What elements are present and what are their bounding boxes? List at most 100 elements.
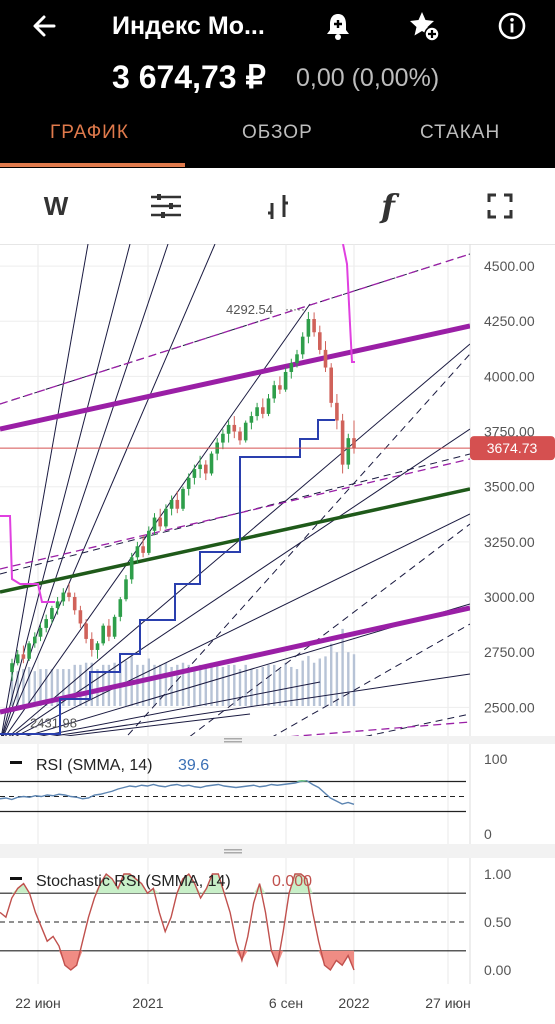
dashed-channel-line (179, 523, 470, 744)
time-tick-label: 6 сен (269, 995, 303, 1011)
volume-bar (278, 669, 282, 706)
candle-body (346, 438, 351, 465)
price-tick-label: 4500.00 (484, 258, 535, 274)
candle-body (283, 371, 288, 390)
app-header: Индекс Мо... 3 674,73 ₽ 0,00 (0,00%) ГРА… (0, 0, 555, 168)
purple-dashed-line (0, 253, 470, 405)
candle-body (90, 638, 94, 650)
indicators-button[interactable] (146, 186, 186, 226)
price-tick-label: 3000.00 (484, 589, 535, 605)
function-icon: f (381, 187, 395, 225)
volume-bar (62, 669, 65, 706)
pane-separator[interactable] (0, 736, 555, 744)
fan-line (0, 673, 470, 744)
time-tick-label: 2021 (132, 995, 163, 1011)
pane-separator[interactable] (0, 844, 555, 858)
candle-body (181, 488, 185, 509)
price-axis: 4500.00 4250.00 4000.00 3750.00 3500.00 3250.… (484, 258, 535, 715)
purple-dashed-line (0, 458, 470, 570)
candle-body (164, 508, 168, 527)
candle-body (198, 464, 202, 470)
candle-body (38, 627, 43, 637)
candle-body (255, 407, 259, 417)
price-change: 0,00 (0,00%) (296, 64, 440, 92)
candle-body (261, 407, 265, 414)
candle-body (158, 517, 162, 527)
volume-bar (312, 662, 316, 706)
candle-body (61, 592, 66, 602)
price-chart[interactable]: 3674.73 4292.54 2431.98 4500.00 4250.00 40… (0, 244, 555, 1024)
info-icon[interactable] (494, 8, 530, 44)
candle-body (329, 367, 333, 403)
candle-body (289, 363, 294, 372)
volume-bar (295, 669, 299, 706)
page-title: Индекс Мо... (112, 12, 265, 40)
volume-bar (250, 669, 253, 706)
candle-body (272, 385, 276, 399)
rsi-tick-label: 0 (484, 826, 492, 842)
tab-order-book[interactable]: СТАКАН (420, 122, 501, 143)
chart-type-button[interactable] (258, 186, 298, 226)
candle-body (50, 608, 54, 620)
volume-bar (307, 655, 310, 706)
star-add-icon[interactable] (406, 8, 442, 44)
candle-body (101, 625, 105, 644)
candle-body (72, 597, 77, 611)
volume-bar (67, 669, 71, 706)
price-tick-label: 2750.00 (484, 644, 535, 660)
volume-bar (221, 666, 225, 706)
interval-icon: W (43, 190, 69, 221)
fan-line (0, 343, 470, 744)
candle-body (323, 349, 328, 368)
volume-bar (238, 669, 242, 706)
chart-type-icon (268, 195, 288, 219)
candle-body (249, 416, 254, 423)
candle-body (118, 599, 123, 617)
interval-button[interactable]: W (36, 186, 76, 226)
fullscreen-button[interactable] (480, 186, 520, 226)
candle-body (152, 517, 157, 531)
volume-bar (33, 671, 36, 706)
candle-body (107, 625, 111, 637)
fan-line (0, 244, 216, 744)
volume-bar (324, 656, 327, 706)
candle-body (10, 663, 14, 673)
stoch-rsi-title: Stochastic RSI (SMMA, 14) (36, 873, 231, 890)
tab-chart[interactable]: ГРАФИК (50, 122, 129, 143)
volume-bar (341, 628, 344, 706)
volume-bar (159, 664, 162, 706)
candle-body (129, 557, 134, 580)
candle-body (209, 453, 214, 474)
stoch-rsi-line (0, 872, 355, 972)
candle-body (226, 424, 231, 434)
candle-body (204, 464, 208, 474)
volume-bar (56, 669, 59, 706)
rsi-tick-label: 100 (484, 751, 508, 767)
candle-body (112, 616, 117, 637)
candle-body (147, 530, 151, 553)
bell-add-icon[interactable] (320, 8, 356, 44)
candle-body (221, 433, 225, 443)
stoch-tick-label: 0.00 (484, 962, 511, 978)
back-arrow-icon[interactable] (26, 8, 62, 44)
volume-bars (10, 628, 356, 706)
volume-bar (330, 643, 333, 706)
candle-body (124, 579, 128, 600)
volume-bar (90, 662, 93, 706)
tab-overview[interactable]: ОБЗОР (242, 122, 313, 143)
candle-body (27, 643, 31, 659)
volume-bar (227, 664, 230, 706)
volume-bar (79, 664, 82, 706)
price-tick-label: 4000.00 (484, 368, 535, 384)
chart-toolbar: W f (0, 168, 555, 245)
purple-channel-top (0, 323, 470, 432)
indicators-icon (151, 194, 181, 218)
dashed-channel-line (0, 253, 470, 405)
candle-body (135, 546, 140, 558)
candle-body (352, 438, 356, 449)
function-button[interactable]: f (368, 186, 408, 226)
volume-bar (284, 662, 287, 706)
price-tick-label: 3500.00 (484, 479, 535, 495)
fan-line (0, 244, 89, 744)
rsi-title: RSI (SMMA, 14) (36, 757, 152, 774)
